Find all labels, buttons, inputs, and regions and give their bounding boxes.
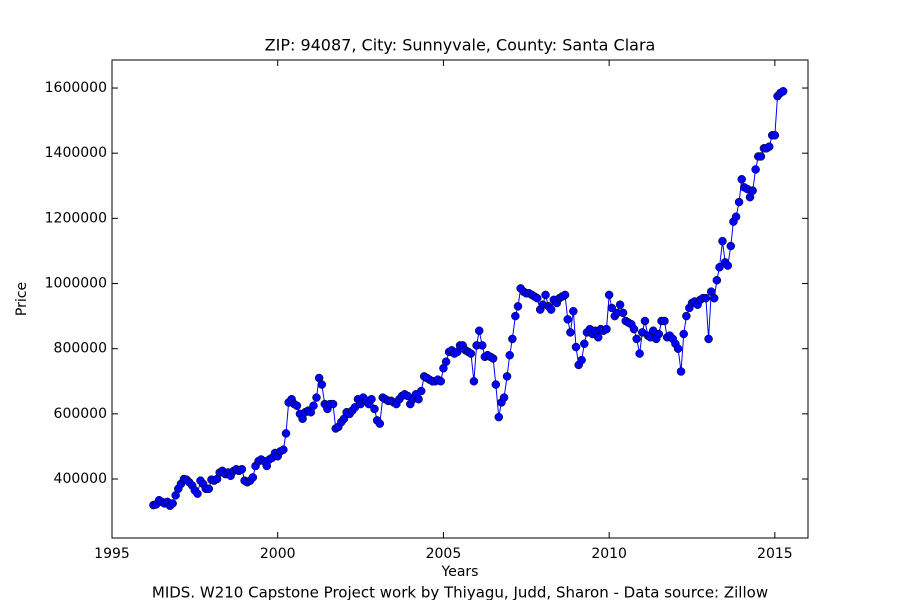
data-point <box>701 293 711 303</box>
data-point <box>546 305 556 314</box>
data-point <box>723 261 733 270</box>
data-point <box>414 394 423 404</box>
data-point <box>367 394 376 404</box>
x-tick-label: 2015 <box>757 546 793 562</box>
data-point <box>640 316 650 326</box>
data-point <box>632 334 641 344</box>
data-point <box>532 293 542 303</box>
data-point <box>737 175 746 184</box>
data-point <box>292 401 302 410</box>
data-point <box>629 324 639 334</box>
data-point <box>748 186 757 195</box>
y-tick-label: 1400000 <box>45 145 107 161</box>
data-point <box>673 344 683 353</box>
data-point <box>577 355 586 365</box>
x-axis-label: Years <box>441 564 479 580</box>
data-point <box>679 329 688 339</box>
data-point <box>416 386 426 396</box>
data-point <box>709 293 719 303</box>
data-point <box>513 302 523 311</box>
data-point <box>604 290 614 300</box>
data-point <box>441 357 451 366</box>
data-point <box>375 419 385 428</box>
data-point <box>602 324 611 334</box>
x-tick-label: 1995 <box>94 546 130 562</box>
data-point <box>279 445 288 454</box>
y-tick-label: 400000 <box>54 471 107 487</box>
data-point <box>499 393 509 402</box>
series-line <box>153 90 784 507</box>
data-point <box>615 300 625 309</box>
data-point <box>494 412 504 422</box>
data-point <box>778 87 788 96</box>
data-point <box>571 342 581 352</box>
data-point <box>328 399 338 409</box>
data-point <box>193 489 202 498</box>
data-point <box>593 333 603 342</box>
data-point <box>580 339 589 349</box>
data-point <box>469 377 479 386</box>
data-point <box>635 349 644 358</box>
data-point <box>317 380 327 389</box>
data-point <box>511 311 520 321</box>
data-point <box>682 311 691 321</box>
data-point <box>756 152 766 161</box>
data-point <box>731 212 741 221</box>
y-tick-label: 1200000 <box>45 210 107 226</box>
y-tick-label: 600000 <box>54 406 107 422</box>
data-point <box>541 290 550 300</box>
data-point <box>607 303 617 313</box>
data-point <box>309 401 318 410</box>
data-point <box>751 165 760 174</box>
data-point <box>237 464 247 474</box>
data-point <box>491 380 501 389</box>
data-point <box>370 404 379 414</box>
data-point <box>560 290 570 300</box>
data-point <box>726 241 736 251</box>
data-point <box>569 306 578 316</box>
data-point <box>654 329 664 339</box>
data-point <box>312 393 321 402</box>
data-point <box>660 316 669 326</box>
x-tick-label: 2010 <box>591 546 627 562</box>
data-point <box>248 473 258 482</box>
data-point <box>502 372 512 381</box>
data-point <box>618 308 628 318</box>
plot-frame <box>111 59 809 539</box>
y-tick-label: 800000 <box>54 341 107 357</box>
x-tick-label: 2000 <box>260 546 296 562</box>
data-point <box>281 429 291 438</box>
data-point <box>474 326 484 336</box>
data-point <box>704 334 713 344</box>
data-point <box>508 334 517 344</box>
data-point <box>505 350 514 360</box>
y-tick-label: 1600000 <box>45 80 107 96</box>
data-point <box>436 377 446 386</box>
data-point <box>715 262 724 272</box>
x-tick-label: 2005 <box>426 546 462 562</box>
data-point <box>718 236 727 246</box>
data-point <box>466 349 476 358</box>
y-axis-label: Price <box>14 282 30 316</box>
data-point <box>563 315 572 324</box>
data-point <box>734 197 744 207</box>
data-point <box>764 142 774 151</box>
data-point <box>477 341 487 350</box>
data-point <box>676 367 686 376</box>
chart-title: ZIP: 94087, City: Sunnyvale, County: San… <box>265 36 656 55</box>
data-point <box>168 499 177 508</box>
data-point <box>712 276 722 285</box>
data-point <box>488 354 498 363</box>
footnote: MIDS. W210 Capstone Project work by Thiy… <box>152 584 768 600</box>
y-tick-label: 1000000 <box>45 276 107 292</box>
data-point <box>566 328 575 337</box>
data-point <box>204 484 214 494</box>
data-point <box>770 131 780 140</box>
